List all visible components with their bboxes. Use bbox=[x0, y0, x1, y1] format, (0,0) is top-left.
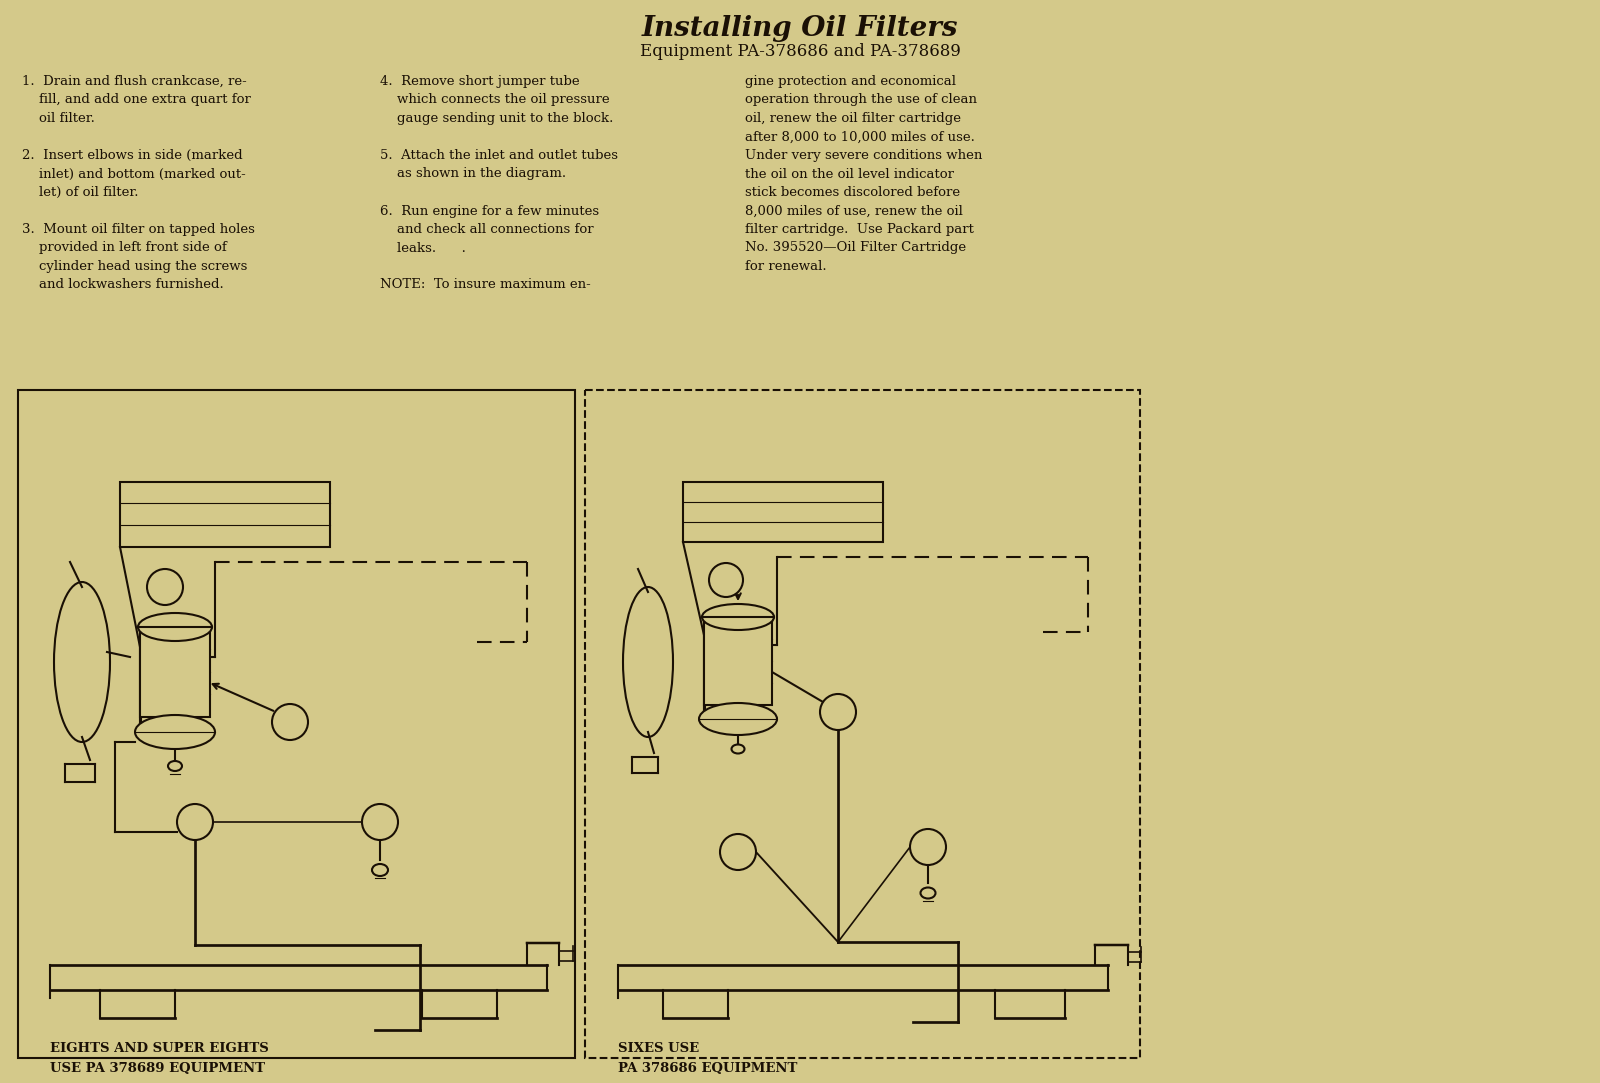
Text: 5: 5 bbox=[285, 715, 296, 729]
Ellipse shape bbox=[699, 703, 778, 735]
Ellipse shape bbox=[134, 715, 214, 749]
Text: SIXES USE: SIXES USE bbox=[618, 1042, 699, 1055]
Text: 3: 3 bbox=[160, 580, 170, 593]
Circle shape bbox=[709, 563, 742, 597]
Text: 5: 5 bbox=[733, 845, 744, 859]
Text: PA 378686 EQUIPMENT: PA 378686 EQUIPMENT bbox=[618, 1061, 797, 1074]
Text: Installing Oil Filters: Installing Oil Filters bbox=[642, 14, 958, 41]
Text: 4: 4 bbox=[374, 815, 386, 828]
Text: gine protection and economical
operation through the use of clean
oil, renew the: gine protection and economical operation… bbox=[746, 75, 982, 273]
Bar bbox=[586, 390, 1139, 1058]
Text: Equipment PA-378686 and PA-378689: Equipment PA-378686 and PA-378689 bbox=[640, 43, 960, 61]
Ellipse shape bbox=[920, 887, 936, 899]
Bar bbox=[704, 617, 771, 705]
Circle shape bbox=[819, 694, 856, 730]
Ellipse shape bbox=[702, 604, 774, 630]
Text: 4: 4 bbox=[923, 840, 933, 854]
Text: 2: 2 bbox=[832, 705, 843, 719]
Ellipse shape bbox=[168, 761, 182, 771]
Circle shape bbox=[720, 834, 757, 870]
Text: USE PA 378689 EQUIPMENT: USE PA 378689 EQUIPMENT bbox=[50, 1061, 266, 1074]
Circle shape bbox=[362, 804, 398, 840]
Ellipse shape bbox=[138, 613, 211, 641]
Ellipse shape bbox=[731, 744, 744, 754]
Bar bbox=[683, 482, 883, 542]
Bar bbox=[120, 482, 330, 547]
Bar bbox=[18, 390, 574, 1058]
Bar bbox=[141, 627, 210, 717]
Circle shape bbox=[147, 569, 182, 605]
Text: 3: 3 bbox=[720, 573, 731, 587]
Text: 4.  Remove short jumper tube
    which connects the oil pressure
    gauge sendi: 4. Remove short jumper tube which connec… bbox=[381, 75, 618, 291]
Text: 2: 2 bbox=[190, 815, 200, 828]
Ellipse shape bbox=[371, 864, 387, 876]
Text: EIGHTS AND SUPER EIGHTS: EIGHTS AND SUPER EIGHTS bbox=[50, 1042, 269, 1055]
Text: 1.  Drain and flush crankcase, re-
    fill, and add one extra quart for
    oil: 1. Drain and flush crankcase, re- fill, … bbox=[22, 75, 254, 291]
Circle shape bbox=[910, 828, 946, 865]
Circle shape bbox=[272, 704, 307, 740]
Circle shape bbox=[178, 804, 213, 840]
